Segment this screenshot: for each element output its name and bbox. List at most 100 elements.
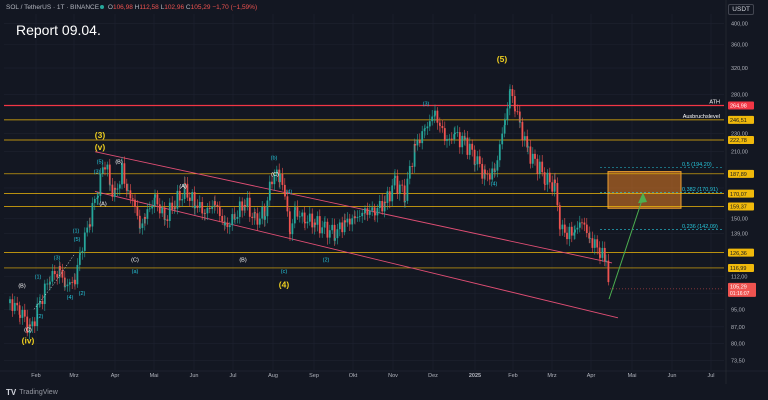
candle-body xyxy=(53,270,56,275)
candle-body xyxy=(498,144,501,161)
candle-body xyxy=(204,212,206,214)
price-level-badge: 170,07 xyxy=(728,189,754,198)
candle-body xyxy=(506,108,509,120)
wave-label: (A) xyxy=(99,202,107,208)
target-arrow-icon xyxy=(638,192,647,204)
candle-body xyxy=(343,220,346,233)
wave-label: (a) xyxy=(132,269,139,275)
price-level-label: ATH xyxy=(709,100,720,106)
x-tick-label: Dez xyxy=(428,373,438,379)
candle-body xyxy=(588,233,591,239)
candle-body xyxy=(521,121,524,140)
y-tick-label: 400,00 xyxy=(731,22,748,28)
candle-body xyxy=(563,224,566,233)
price-level-badge: 246,51 xyxy=(728,115,754,124)
candle-body xyxy=(454,132,456,135)
candle-body xyxy=(234,218,236,220)
candle-body xyxy=(363,212,366,214)
candle-body xyxy=(346,218,349,223)
price-level-badge-bg xyxy=(728,202,754,211)
candle-body xyxy=(71,282,74,283)
x-tick-label: Jul xyxy=(229,373,236,379)
candle-body xyxy=(514,108,516,112)
candle-body xyxy=(366,208,369,215)
candle-body xyxy=(354,216,356,218)
candle-body xyxy=(254,212,256,214)
candle-body xyxy=(428,121,431,127)
candle-body xyxy=(453,134,456,140)
candle-body xyxy=(125,183,128,191)
candle-body xyxy=(118,184,121,189)
candle-body xyxy=(548,172,551,183)
x-tick-label: Nov xyxy=(388,373,398,379)
candle-body xyxy=(326,221,329,238)
candle-body xyxy=(109,184,111,186)
candle-body xyxy=(99,173,102,196)
tradingview-logo-icon: TV xyxy=(6,388,17,397)
symbol-name[interactable]: SOL / TetherUS · 1T · BINANCE xyxy=(6,4,100,11)
candle-body xyxy=(273,174,276,185)
candle-body xyxy=(376,207,379,216)
candle-body xyxy=(66,284,69,287)
candle-body xyxy=(134,199,136,207)
y-tick-label: 360,00 xyxy=(731,43,748,49)
candle-body xyxy=(476,156,479,165)
candle-body xyxy=(43,283,46,305)
candle-body xyxy=(486,173,489,175)
candle-body xyxy=(311,213,314,228)
price-level-badge-bg xyxy=(728,248,754,257)
candle-body xyxy=(450,138,453,140)
candle-body xyxy=(336,229,339,239)
candle-body xyxy=(41,300,44,305)
candle-body xyxy=(434,110,436,116)
price-level-badge-bg xyxy=(728,115,754,124)
candle-body xyxy=(394,175,396,179)
candle-body xyxy=(493,168,496,172)
candle-body xyxy=(178,190,181,201)
currency-button[interactable]: USDT xyxy=(728,4,754,15)
candle-body xyxy=(23,309,26,317)
tradingview-branding[interactable]: TV TradingView xyxy=(6,388,58,397)
candle-body xyxy=(527,146,529,148)
candle-body xyxy=(253,212,256,219)
candle-body xyxy=(231,214,234,226)
candle-body xyxy=(158,204,161,214)
candle-body xyxy=(136,206,139,216)
candle-body xyxy=(68,282,71,285)
candle-body xyxy=(418,140,421,144)
candle-body xyxy=(509,89,511,91)
wave-label: (b) xyxy=(271,155,278,161)
candle-body xyxy=(291,223,294,235)
candle-body xyxy=(51,270,54,282)
candle-body xyxy=(585,224,588,234)
candle-body xyxy=(333,224,336,241)
candle-body xyxy=(404,200,406,203)
wave-label: (3) xyxy=(94,170,101,176)
candle-body xyxy=(364,208,366,214)
channel-lower-line xyxy=(94,190,619,319)
candle-body xyxy=(439,125,441,127)
candle-body xyxy=(154,194,156,198)
candle-body xyxy=(111,184,114,197)
candle-body xyxy=(46,283,49,285)
candle-body xyxy=(568,226,571,240)
candle-body xyxy=(331,224,334,231)
y-tick-label: 150,00 xyxy=(731,217,748,223)
candle-body xyxy=(461,135,464,148)
wave-label: (B) xyxy=(239,257,247,263)
candle-body xyxy=(488,174,491,180)
candle-body xyxy=(76,264,79,285)
candle-body xyxy=(83,232,86,251)
candle-body xyxy=(29,324,31,327)
price-level-value: 222,78 xyxy=(730,138,747,144)
price-level-badge: 187,89 xyxy=(728,169,754,178)
candle-body xyxy=(279,173,281,183)
candle-body xyxy=(386,191,389,203)
y-tick-label: 112,00 xyxy=(731,275,747,281)
x-tick-label: Jun xyxy=(668,373,677,379)
candle-body xyxy=(478,156,481,164)
candle-body xyxy=(566,232,568,240)
candle-body xyxy=(129,190,132,199)
candle-body xyxy=(18,305,21,315)
